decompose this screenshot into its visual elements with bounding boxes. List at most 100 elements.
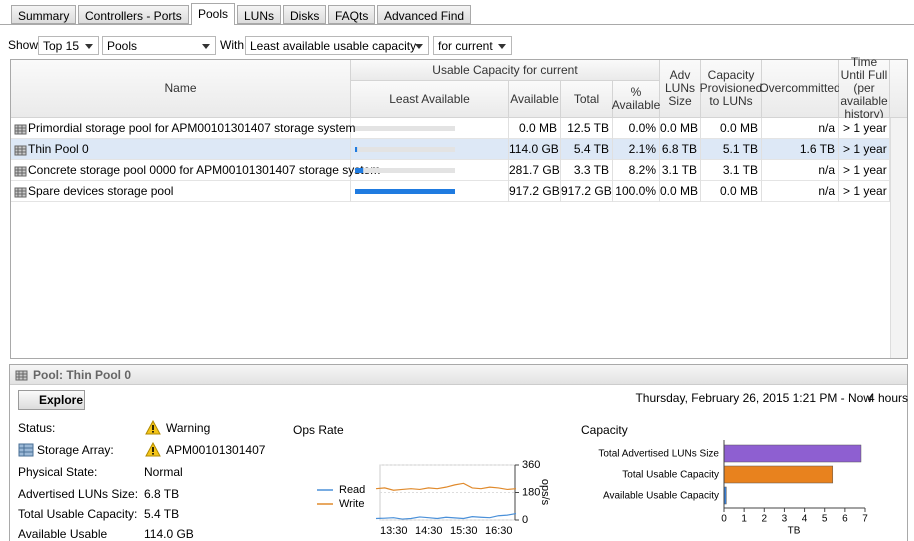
cell: 6.8 TB [661, 142, 697, 156]
column-header[interactable]: Overcommitted [759, 60, 841, 118]
dropdown[interactable]: Pools [102, 36, 216, 55]
cell-border [508, 160, 509, 181]
property-value: 114.0 GB [144, 527, 194, 541]
panel-header [10, 365, 907, 385]
property-label: Total Usable Capacity: [18, 507, 138, 521]
cell-border [659, 139, 660, 160]
cell-border [560, 181, 561, 202]
cell: 5.1 TB [722, 142, 758, 156]
tab[interactable]: Disks [283, 5, 327, 24]
pool-icon [14, 124, 27, 135]
cell-border [838, 160, 839, 181]
cell: Primordial storage pool for APM001013014… [28, 121, 356, 135]
cell: 5.4 TB [573, 142, 609, 156]
cell: 8.2% [628, 163, 656, 177]
cell-border [508, 118, 509, 139]
cell-border [761, 160, 762, 181]
panel-title: Pool: Thin Pool 0 [33, 368, 131, 382]
cell: > 1 year [843, 121, 887, 135]
cell-border [889, 181, 890, 202]
pool-icon [14, 143, 30, 159]
cell: 917.2 GB [561, 184, 612, 198]
pool-icon [15, 370, 28, 381]
cell-border [659, 160, 660, 181]
tab[interactable]: Summary [11, 5, 77, 24]
pool-icon [14, 185, 30, 201]
tab[interactable]: FAQts [328, 5, 376, 24]
array-icon [18, 442, 34, 458]
cell-border [350, 160, 351, 181]
group-header: Usable Capacity for current [351, 60, 660, 81]
column-header[interactable]: Time Until Full (per available history) [839, 56, 890, 121]
cell: 0.0 MB [719, 184, 758, 198]
dropdown[interactable]: Least available usable capacity [245, 36, 429, 55]
property-label: Physical State: [18, 465, 98, 479]
property-label: Advertised LUNs Size: [18, 487, 139, 501]
cell-border [560, 139, 561, 160]
cell-border [761, 181, 762, 202]
cell-border [560, 118, 561, 139]
column-header[interactable]: Name [11, 60, 351, 118]
label: With [220, 38, 244, 52]
column-header[interactable]: Available [509, 81, 561, 118]
cell-border [350, 139, 351, 160]
cell: 2.1% [628, 142, 656, 156]
column-header[interactable]: % Available [612, 81, 660, 118]
cell-border [612, 139, 613, 160]
property-value: 6.8 TB [144, 487, 180, 501]
pool-icon [14, 164, 30, 180]
cell: 0.0 MB [518, 121, 557, 135]
cell: > 1 year [843, 184, 887, 198]
cell-border [889, 160, 890, 181]
pool-icon [15, 368, 31, 384]
cell-border [612, 181, 613, 202]
tab[interactable]: Pools [191, 3, 236, 25]
dropdown[interactable]: for current [433, 36, 512, 55]
property-value: Warning [166, 421, 211, 435]
duration[interactable]: 4 hours [868, 391, 909, 405]
cell: 281.7 GB [509, 163, 560, 177]
header-filler [890, 60, 907, 118]
cell: Concrete storage pool 0000 for APM001013… [28, 163, 381, 177]
cell-border [700, 160, 701, 181]
pool-icon [14, 145, 27, 156]
cell: Spare devices storage pool [28, 184, 174, 198]
tab[interactable]: LUNs [237, 5, 282, 24]
time-range: Thursday, February 26, 2015 1:21 PM - No… [635, 391, 872, 405]
cell-border [508, 181, 509, 202]
cell: 917.2 GB [509, 184, 560, 198]
cell: 100.0% [615, 184, 656, 198]
property-label: Status: [18, 421, 56, 435]
tab-line [0, 24, 914, 25]
cell-border [700, 139, 701, 160]
property-label: Available Usable [18, 527, 108, 541]
column-header[interactable]: Adv LUNs Size [660, 60, 701, 118]
cell-border [838, 139, 839, 160]
pool-icon [14, 122, 30, 138]
warning-icon [145, 441, 161, 457]
cell: 0.0 MB [719, 121, 758, 135]
cell: Thin Pool 0 [28, 142, 89, 156]
cell-border [612, 160, 613, 181]
tab[interactable]: Advanced Find [377, 5, 472, 24]
cell-border [838, 118, 839, 139]
cell: 3.3 TB [573, 163, 609, 177]
warning-icon [145, 441, 161, 458]
column-header[interactable]: Total [561, 81, 613, 118]
cell: n/a [818, 121, 835, 135]
cell: 0.0 MB [660, 121, 699, 135]
table-row[interactable] [11, 139, 890, 160]
cell: 0.0 MB [660, 184, 699, 198]
cell-border [761, 139, 762, 160]
cell: 3.1 TB [661, 163, 697, 177]
cell: 1.6 TB [799, 142, 835, 156]
tab[interactable]: Controllers - Ports [78, 5, 189, 24]
dropdown[interactable]: Top 15 [38, 36, 99, 55]
explore-button[interactable]: Explore [18, 390, 85, 410]
scrollbar[interactable] [890, 118, 907, 358]
column-header[interactable]: Capacity Provisioned to LUNs [700, 60, 762, 118]
column-header[interactable]: Least Available [351, 81, 509, 118]
property-label: Storage Array: [37, 443, 114, 457]
property-value: APM00101301407 [166, 443, 266, 457]
